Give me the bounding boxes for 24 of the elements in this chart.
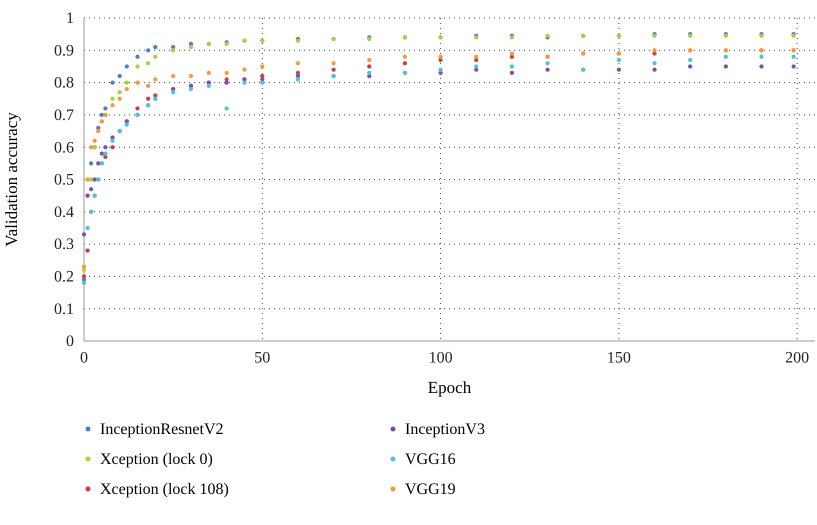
x-axis-title: Epoch (428, 378, 472, 397)
y-tick-label: 0.6 (54, 139, 74, 156)
legend-label: VGG19 (405, 481, 456, 498)
x-tick-label: 0 (80, 349, 88, 366)
x-tick-label: 50 (254, 349, 270, 366)
y-tick-label: 0 (66, 333, 74, 350)
x-tick-label: 100 (428, 349, 453, 366)
y-tick-label: 0.3 (54, 236, 74, 254)
legend-label: Xception (lock 108) (100, 481, 229, 498)
legend-label: VGG16 (405, 451, 456, 468)
y-tick-label: 1 (66, 10, 74, 28)
y-tick-label: 0.1 (54, 300, 74, 318)
y-tick-label: 0.7 (54, 107, 74, 124)
y-tick-label: 0.2 (54, 268, 74, 286)
y-tick-label: 0.9 (54, 42, 74, 60)
y-tick-label: 0.4 (54, 204, 74, 221)
y-axis-title: Validation accuracy (2, 112, 21, 247)
y-tick-label: 0.5 (54, 172, 74, 189)
x-tick-label: 200 (785, 349, 810, 366)
x-tick-label: 150 (606, 349, 631, 366)
legend-label: Xception (lock 0) (100, 451, 213, 468)
legend-label: InceptionV3 (405, 421, 485, 438)
y-tick-label: 0.8 (54, 74, 74, 92)
legend-label: InceptionResnetV2 (100, 421, 224, 438)
